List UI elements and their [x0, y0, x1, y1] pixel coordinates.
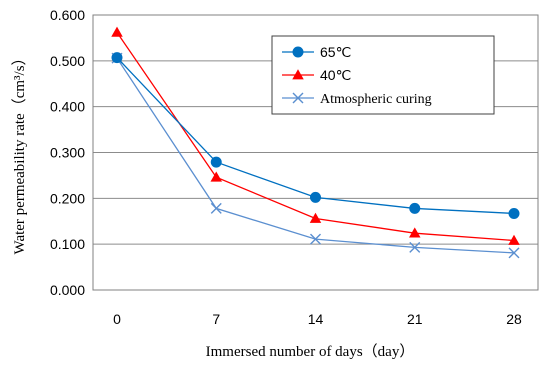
triangle-marker [210, 171, 222, 182]
series-x [111, 52, 520, 259]
series-circle [111, 52, 520, 219]
triangle-marker [508, 234, 520, 245]
legend-label: Atmospheric curing [320, 92, 432, 107]
y-tick-label: 0.600 [50, 7, 85, 23]
x-marker-stroke [508, 247, 520, 259]
circle-marker [409, 202, 421, 214]
x-marker [409, 241, 421, 253]
triangle-marker [309, 212, 322, 223]
x-marker [210, 202, 222, 214]
triangle-marker [111, 26, 123, 37]
x-tick-label: 14 [308, 311, 324, 327]
x-marker-stroke [409, 241, 421, 253]
legend-item: 65℃ [282, 44, 351, 60]
y-axis-ticks: 0.000 0.100 0.200 0.300 0.400 0.500 0.600 [50, 7, 85, 298]
x-axis-ticks: 0 7 14 21 28 [113, 311, 522, 327]
x-axis-title: Immersed number of days（day） [206, 343, 415, 360]
triangle-marker [292, 69, 304, 80]
x-marker-stroke [210, 202, 222, 214]
x-tick-label: 28 [506, 311, 522, 327]
circle-marker [292, 46, 304, 58]
triangle-marker [409, 227, 421, 238]
x-marker [292, 92, 304, 104]
y-tick-label: 0.200 [50, 190, 85, 206]
circle-marker [508, 207, 520, 219]
legend-label: 40℃ [320, 67, 351, 83]
y-tick-label: 0.100 [50, 236, 85, 252]
plot-area [92, 14, 539, 291]
x-tick-label: 7 [212, 311, 220, 327]
x-marker-stroke [310, 233, 321, 245]
legend: 65℃ 40℃ Atmospheric curing [271, 35, 495, 115]
x-marker [310, 233, 321, 245]
circle-marker [111, 52, 123, 64]
x-tick-label: 0 [113, 311, 121, 327]
circle-marker [310, 191, 321, 203]
circle-marker [210, 156, 222, 168]
legend-item: Atmospheric curing [282, 92, 432, 107]
y-tick-label: 0.400 [50, 99, 85, 115]
series-layer [111, 26, 520, 259]
legend-label: 65℃ [320, 44, 351, 60]
x-marker-stroke [292, 92, 304, 104]
y-tick-label: 0.500 [50, 53, 85, 69]
x-marker [508, 247, 520, 259]
series-triangle [111, 26, 520, 245]
y-tick-label: 0.300 [50, 145, 85, 161]
y-axis-title: Water permeability rate（cm³/s） [11, 50, 28, 254]
x-tick-label: 21 [407, 311, 423, 327]
legend-item: 40℃ [282, 67, 351, 83]
y-tick-label: 0.000 [50, 282, 85, 298]
